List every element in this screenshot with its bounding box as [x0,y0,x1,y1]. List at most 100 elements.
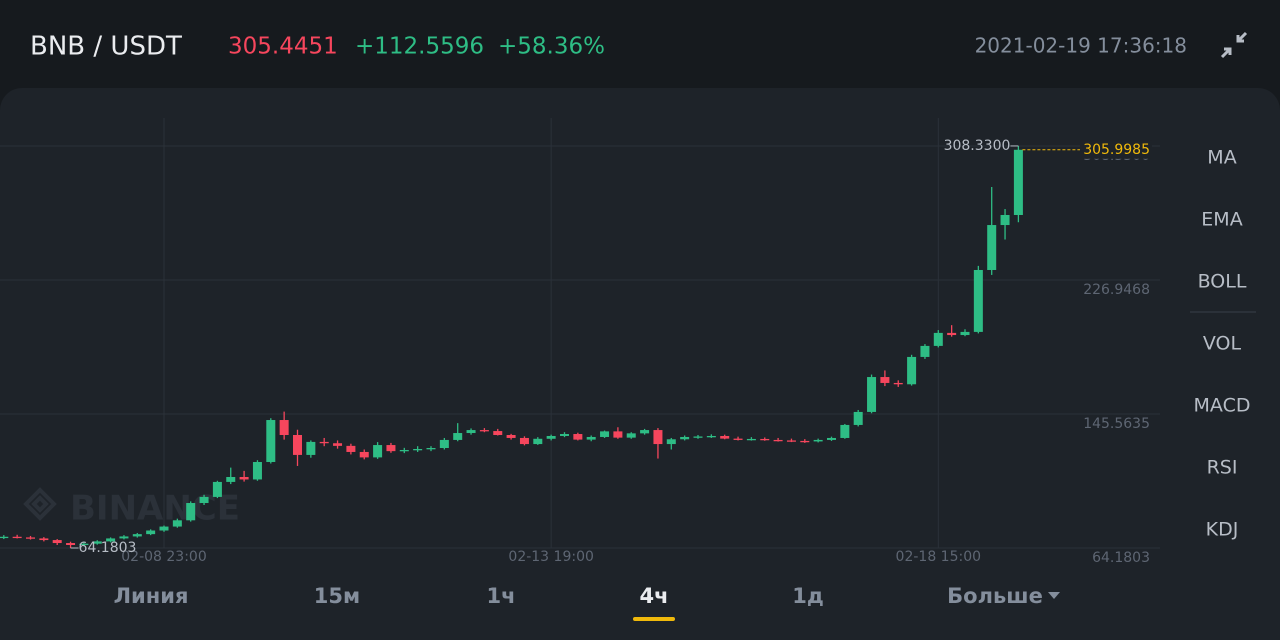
candle-body [106,538,116,542]
candle-body [79,543,89,546]
y-tick-label: 145.5635 [1083,416,1150,432]
candle-body [226,476,236,482]
change: +112.5596 [355,34,484,60]
active-underline [633,617,675,621]
candle-body [359,451,369,458]
last-price-box [1080,140,1152,159]
candle-body [413,448,423,451]
candle-body [39,538,49,541]
candle-body [960,331,970,336]
interval-tab[interactable]: Линия [114,584,189,608]
candle-body [720,435,730,439]
candle-body [840,424,850,438]
candle-body [760,438,770,441]
candle-body [319,441,329,444]
indicator[interactable]: KDJ [1206,519,1239,541]
interval-tab[interactable]: Больше [947,584,1043,608]
candle-body [66,543,76,546]
candle-body [333,443,343,446]
candle-body [666,439,676,445]
candle-body [813,439,823,442]
candle-body [199,496,209,504]
candle-body [573,434,583,440]
candle-body [533,438,543,445]
interval-tab[interactable]: 1ч [486,584,515,608]
candle-body [973,269,983,332]
interval-tab[interactable]: 1д [792,584,824,608]
candle-body [26,537,35,539]
candle-body [853,411,863,425]
x-tick-label: 02-18 15:00 [896,549,981,565]
candle-body [560,434,569,436]
dropdown-icon [1048,592,1060,599]
watermark-logo [23,487,57,521]
candle-body [119,536,129,539]
y-tick-label: 64.1803 [1092,550,1150,566]
low-marker-label: 64.1803 [79,540,137,556]
candle-body [600,431,610,437]
candle-body [399,449,409,452]
candle-body [506,435,516,438]
candle-body [132,534,142,537]
candle-body [586,436,596,440]
candle-body [186,503,196,521]
candle-body [346,445,356,452]
candle-body [279,420,289,436]
candle-body [439,439,449,449]
candle-body [1013,149,1023,215]
candle-body [466,430,476,434]
candle-body [266,420,276,463]
change-percent: +58.36% [498,34,605,60]
indicator[interactable]: RSI [1207,457,1238,479]
candle-body [426,448,436,450]
indicator[interactable]: MACD [1194,395,1251,417]
candle-body [800,440,810,443]
candle-body [947,332,957,336]
interval-tab[interactable]: 15м [314,584,360,608]
candle-body [546,435,556,439]
y-tick-label: 226.9468 [1083,282,1150,298]
candle-body [827,437,836,440]
candle-body [680,436,690,440]
collapse-icon[interactable] [1220,31,1248,59]
candle-body [613,431,623,438]
candle-body [746,438,756,441]
candle-body [172,520,182,527]
candle-body [706,435,716,438]
candle-body [453,433,463,440]
candle-body [653,430,663,445]
indicator[interactable]: EMA [1201,209,1242,231]
candle-body [373,445,383,458]
candle-body [479,430,489,432]
datetime: 2021-02-19 17:36:18 [975,34,1187,58]
x-tick-label: 02-13 19:00 [508,549,593,565]
candle-body [212,481,222,497]
indicator[interactable]: MA [1207,147,1236,169]
candle-body [867,377,877,412]
chart: BINANCE 64.1803 145.5635 226.9468 308.3300 02… [0,118,1160,566]
candle-body [1000,214,1010,226]
indicator[interactable]: BOLL [1198,271,1247,293]
indicator[interactable]: VOL [1203,333,1242,355]
interval-tab[interactable]: 4ч [639,584,668,608]
candle-body [493,431,503,436]
candle-body [519,437,529,445]
candle-body [159,526,169,531]
candle-body [0,536,9,539]
price: 305.4451 [228,34,338,60]
candle-body [907,356,917,385]
candle-body [293,435,302,455]
candle-body [880,377,890,383]
candle-body [987,225,997,270]
high-marker-label: 308.3300 [944,138,1011,154]
candle-body [693,436,703,438]
candle-body [306,441,316,455]
candle-body [92,541,102,544]
candle-body [626,433,636,438]
candle-body [733,438,743,440]
last-price-label: 305.9985 [1083,142,1150,158]
candle-body [52,540,62,544]
candle-body [920,345,930,357]
